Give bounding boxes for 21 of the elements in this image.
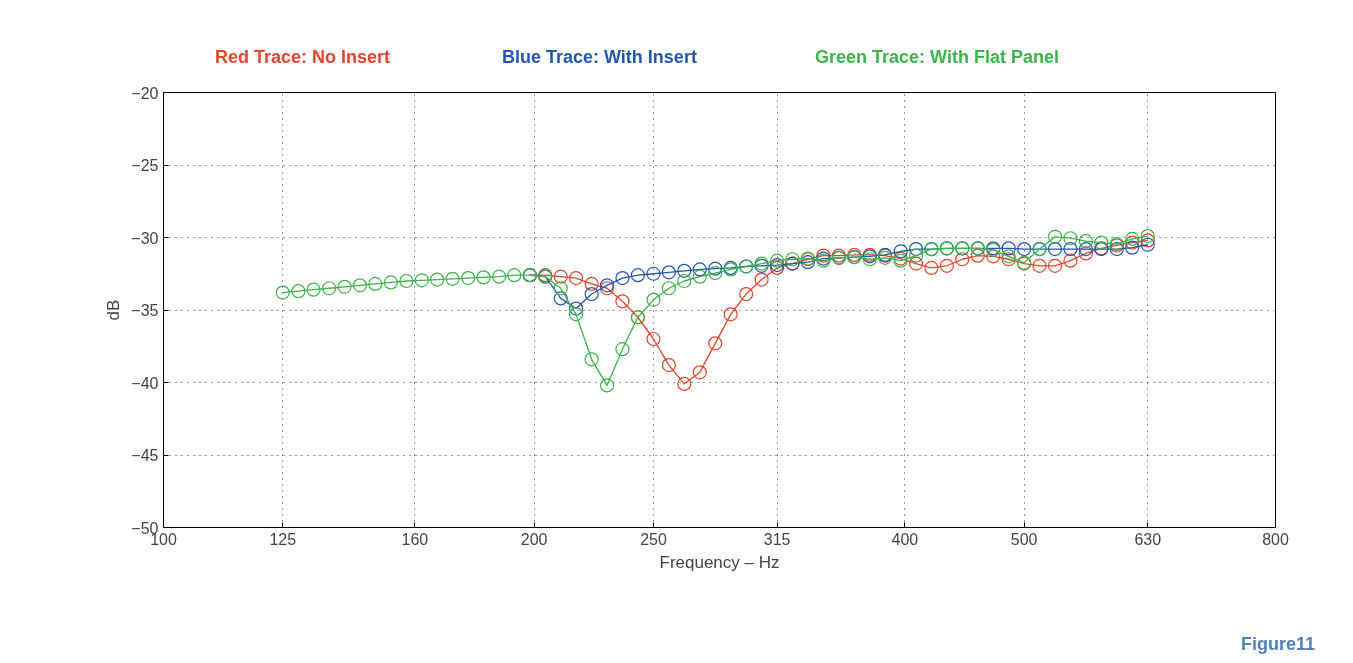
text: Blue Trace: With Insert [502,46,697,69]
y-tick-label: −30 [131,229,159,247]
x-tick-label: 160 [401,530,429,548]
x-tick-label: 250 [640,530,667,548]
y-tick-label: −45 [131,447,159,464]
x-tick-label: 500 [1010,530,1038,548]
x-axis-title: Frequency – Hz [659,552,780,572]
x-tick-label: 800 [1262,530,1289,548]
x-tick-label: 630 [1134,530,1162,548]
caption: Figure11 [1240,633,1315,656]
y-tick-label: −40 [131,374,159,392]
x-tick-label: 315 [763,530,791,548]
x-tick-label: 400 [891,530,919,548]
y-axis-title: dB [104,299,124,321]
text: Red Trace: No Insert [215,46,391,69]
x-tick-label: 125 [269,530,297,548]
text: Green Trace: With Flat Panel [815,46,1059,69]
y-tick-label: −20 [131,84,159,102]
y-tick-label: −25 [131,157,159,174]
x-tick-label: 200 [520,530,548,548]
y-tick-label: −35 [131,302,159,319]
